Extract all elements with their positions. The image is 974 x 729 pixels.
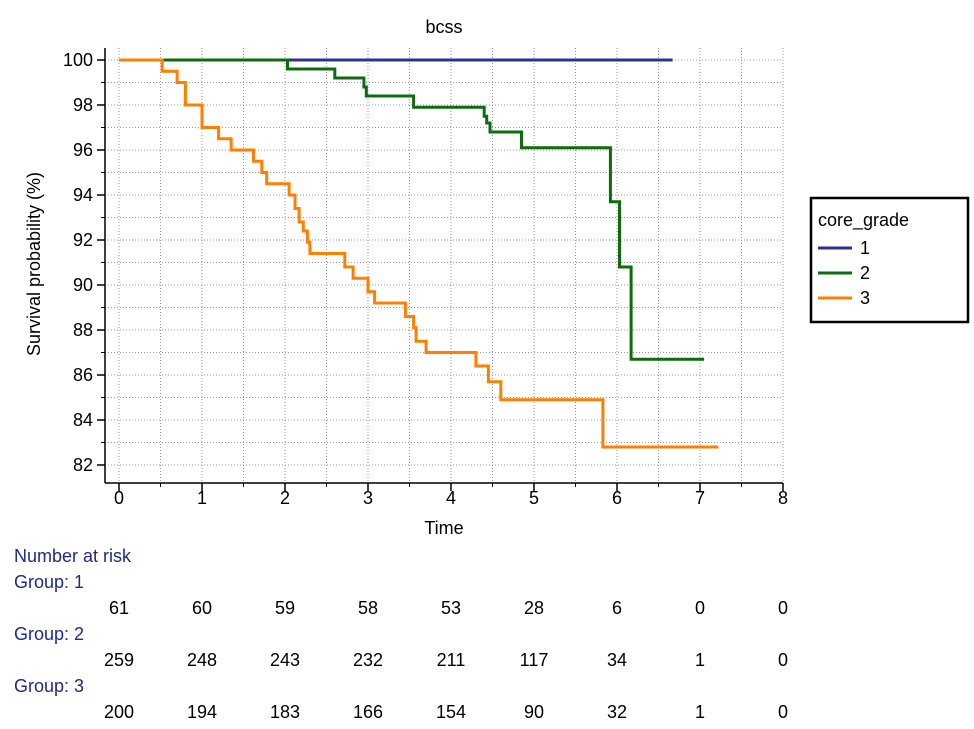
risk-value: 0 [777, 650, 788, 670]
y-tick-label: 88 [73, 320, 93, 340]
x-axis-label: Time [424, 518, 463, 538]
y-ticks: 82 84 86 88 90 92 94 96 98 100 [63, 50, 105, 475]
risk-value: 60 [191, 598, 213, 618]
risk-value: 194 [186, 702, 218, 722]
risk-value: 1 [694, 650, 705, 670]
y-tick-label: 84 [73, 410, 93, 430]
risk-value: 243 [269, 650, 301, 670]
y-tick-label: 86 [73, 365, 93, 385]
risk-value: 166 [352, 702, 384, 722]
risk-group-label: Group: 1 [14, 572, 85, 592]
x-tick-label: 8 [778, 488, 788, 508]
x-tick-label: 4 [446, 488, 456, 508]
y-axis-label: Survival probability (%) [24, 172, 44, 356]
legend: core_grade 1 2 3 [809, 196, 970, 324]
legend-title: core_grade [818, 210, 909, 231]
risk-value: 1 [694, 702, 705, 722]
risk-value: 28 [523, 598, 545, 618]
km-chart: bcss 82 84 86 88 90 92 94 96 98 100 0 1 2 3 4 5 6 7 8 Tim… [24, 17, 970, 538]
risk-value: 90 [523, 702, 545, 722]
risk-value: 6 [611, 598, 622, 618]
x-tick-label: 3 [363, 488, 373, 508]
risk-value: 0 [694, 598, 705, 618]
risk-value: 32 [606, 702, 628, 722]
x-tick-label: 5 [529, 488, 539, 508]
risk-value: 154 [435, 702, 467, 722]
risk-table-title: Number at risk [14, 546, 132, 566]
x-tick-label: 7 [695, 488, 705, 508]
legend-label-3: 3 [860, 288, 870, 308]
risk-value: 183 [269, 702, 301, 722]
y-tick-label: 90 [73, 275, 93, 295]
chart-title: bcss [425, 17, 462, 37]
legend-box [809, 196, 970, 324]
legend-label-2: 2 [860, 263, 870, 283]
risk-value: 53 [440, 598, 462, 618]
x-ticks: 0 1 2 3 4 5 6 7 8 [114, 483, 788, 508]
risk-value: 61 [108, 598, 130, 618]
grid [105, 48, 784, 483]
y-tick-label: 94 [73, 185, 93, 205]
risk-value: 259 [103, 650, 135, 670]
risk-value: 200 [103, 702, 135, 722]
risk-value: 58 [357, 598, 379, 618]
risk-value: 232 [352, 650, 384, 670]
y-tick-label: 98 [73, 95, 93, 115]
plot-frame [104, 48, 783, 484]
risk-value: 34 [606, 650, 628, 670]
risk-value: 0 [777, 598, 788, 618]
y-tick-label: 100 [63, 50, 93, 70]
series-lines [119, 58, 719, 449]
series-line-2 [119, 58, 705, 361]
x-tick-label: 0 [114, 488, 124, 508]
series-line-3 [119, 58, 719, 449]
risk-value: 211 [436, 650, 466, 670]
risk-value: 248 [186, 650, 218, 670]
x-tick-label: 1 [197, 488, 207, 508]
risk-value: 0 [777, 702, 788, 722]
risk-value: 59 [274, 598, 296, 618]
x-tick-label: 2 [280, 488, 290, 508]
y-tick-label: 92 [73, 230, 93, 250]
y-tick-label: 96 [73, 140, 93, 160]
x-tick-label: 6 [612, 488, 622, 508]
risk-group-label: Group: 2 [14, 624, 85, 644]
legend-label-1: 1 [860, 238, 870, 258]
risk-group-label: Group: 3 [14, 676, 85, 696]
risk-value: 117 [519, 650, 549, 670]
y-tick-label: 82 [73, 455, 93, 475]
